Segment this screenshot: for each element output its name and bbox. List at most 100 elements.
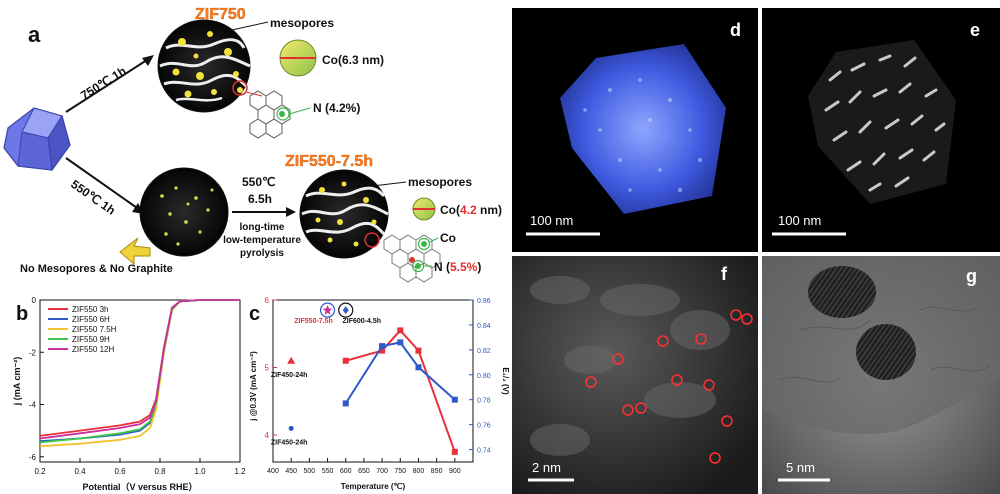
panel-g-nanoparticle-1 — [808, 266, 876, 318]
bottom-co-size: Co(4.2 nm) — [440, 203, 502, 217]
top-n-label: N (4.2%) — [313, 101, 360, 115]
panel-e-scale-label: 100 nm — [778, 213, 821, 228]
bottom-arrow — [65, 157, 141, 211]
data-point — [287, 356, 296, 364]
data-point — [379, 347, 386, 354]
panel-e: e 100 nm — [762, 8, 1000, 252]
plain-sphere — [139, 167, 229, 257]
panel-f-single-atom-markers — [585, 309, 753, 464]
panel-b-xlabel: Potential（V versus RHE） — [82, 482, 197, 492]
step-desc-3: pyrolysis — [240, 248, 284, 259]
data-point — [288, 425, 294, 431]
panel-c-ylabel-left: j @0.3V (mA cm⁻²) — [249, 351, 258, 422]
panel-c: c 400 450 500 550 600 650 700 750 800 850 900 4 5 6 0.… — [249, 296, 510, 491]
panel-d-particle — [560, 44, 726, 214]
bottom-zoom-marker — [364, 232, 380, 248]
x-tick-label: 500 — [304, 468, 316, 475]
x-tick-label: 400 — [267, 468, 279, 475]
zif-polyhedron — [3, 107, 71, 172]
point-label: ZIF600-4.5h — [342, 318, 381, 325]
x-tick-label: 0.4 — [74, 467, 86, 476]
data-point — [342, 400, 349, 407]
y-left-tick-label: 6 — [265, 296, 270, 305]
panel-f: f 2 nm — [512, 256, 758, 494]
x-tick-label: 1.2 — [234, 467, 246, 476]
y-tick-label: -4 — [29, 401, 37, 410]
series-line — [39, 299, 240, 442]
top-arrow-label: 750℃ 1h — [78, 64, 129, 103]
panel-c-ticks: 400 450 500 550 600 650 700 750 800 850 900 4 5 6 0.74… — [265, 296, 491, 475]
data-point — [342, 306, 349, 315]
step-temp: 550℃ — [242, 175, 276, 189]
y-left-tick-label: 4 — [265, 431, 270, 440]
x-tick-label: 600 — [340, 468, 352, 475]
x-tick-label: 650 — [358, 468, 370, 475]
panel-g-nanoparticle-2 — [856, 324, 916, 380]
series-line — [344, 341, 456, 404]
panel-e-letter: e — [970, 20, 980, 40]
data-point — [379, 343, 386, 350]
panel-b-series — [39, 299, 240, 448]
top-sphere — [157, 19, 251, 113]
panel-c-plot-frame — [272, 299, 474, 463]
x-tick-label: 750 — [394, 468, 406, 475]
data-point — [415, 347, 422, 354]
y-right-tick-label: 0.80 — [477, 373, 491, 380]
y-left-tick-label: 5 — [265, 364, 270, 373]
top-title: ZIF750 — [195, 6, 246, 23]
top-graphene-lattice — [249, 90, 291, 139]
panel-f-scale-label: 2 nm — [532, 460, 561, 475]
legend-entry: ZIF550 3h — [72, 305, 108, 314]
x-tick-label: 0.6 — [114, 467, 126, 476]
panel-a-letter: a — [28, 22, 41, 47]
bottom-arrow-label: 550℃ 1h — [68, 177, 118, 218]
y-tick-label: 0 — [32, 296, 37, 305]
bottom-sphere — [299, 169, 389, 259]
panel-c-series — [342, 327, 458, 455]
x-tick-label: 550 — [322, 468, 334, 475]
panel-b-ylabel: j (mA cm⁻²) — [12, 357, 22, 406]
data-point — [451, 396, 458, 403]
panel-g-letter: g — [966, 266, 977, 286]
step-time: 6.5h — [248, 192, 272, 206]
y-right-tick-label: 0.76 — [477, 423, 491, 430]
panel-c-xlabel: Temperature (℃) — [341, 482, 406, 491]
x-tick-label: 1.0 — [194, 467, 206, 476]
series-line — [39, 299, 240, 440]
bottom-co-label: Co — [440, 231, 456, 245]
highlight-ring — [319, 302, 336, 318]
bottom-co-nanoparticle — [412, 197, 436, 221]
legend-entry: ZIF550 6H — [72, 315, 110, 324]
bottom-n-label: N (5.5%) — [434, 260, 481, 274]
y-tick-label: -6 — [29, 453, 37, 462]
y-right-tick-label: 0.84 — [477, 323, 491, 330]
panel-e-particle — [808, 40, 956, 204]
panel-b: b 0.2 0.4 0.6 0.8 1.0 1.20-2-4-6 ZIF550 3hZIF… — [12, 296, 246, 492]
data-point — [451, 448, 458, 455]
top-co-label: Co(6.3 nm) — [322, 53, 384, 67]
data-point — [397, 327, 404, 334]
panel-d-scale-label: 100 nm — [530, 213, 573, 228]
panel-d-letter: d — [730, 20, 741, 40]
x-tick-label: 450 — [285, 468, 297, 475]
highlight-arrow-icon — [119, 237, 151, 266]
step-desc-2: low-temperature — [223, 235, 301, 246]
panel-c-ylabel-right: E₁/₂ (V) — [501, 367, 510, 395]
panel-d: d 100 nm — [512, 8, 758, 252]
legend-entry: ZIF550 7.5H — [72, 325, 117, 334]
panel-c-letter: c — [249, 303, 260, 325]
bottom-title: ZIF550-7.5h — [285, 153, 373, 170]
series-line — [39, 299, 240, 437]
highlight-ring — [338, 302, 354, 318]
panel-b-letter: b — [16, 303, 28, 325]
point-label: ZIF450-24h — [271, 372, 308, 379]
y-right-tick-label: 0.82 — [477, 348, 491, 355]
x-tick-label: 900 — [449, 468, 461, 475]
data-point — [322, 305, 333, 316]
panel-g: g 5 nm — [762, 256, 1000, 494]
no-mesopores-label: No Mesopores & No Graphite — [20, 263, 173, 275]
top-co-nanoparticle — [279, 39, 317, 77]
data-point — [397, 339, 404, 346]
